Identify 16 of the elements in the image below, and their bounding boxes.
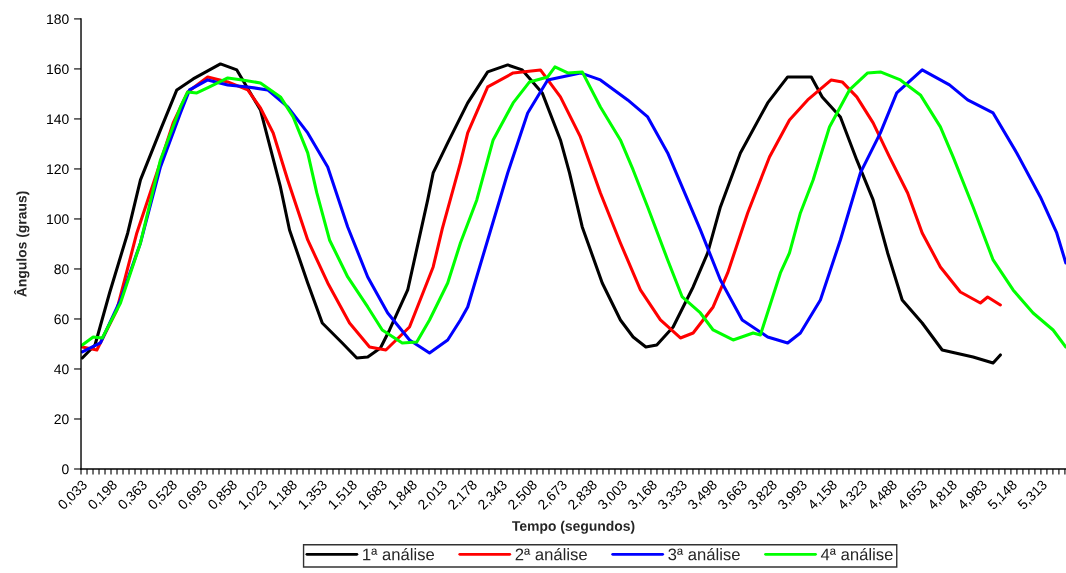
y-tick-label: 80 bbox=[54, 264, 69, 275]
y-tick-label: 160 bbox=[47, 64, 69, 75]
legend-label: 3ª análise bbox=[668, 547, 740, 561]
y-tick-label: 0 bbox=[62, 464, 69, 475]
legend-label: 4ª análise bbox=[820, 547, 893, 561]
y-tick-label: 40 bbox=[54, 364, 69, 375]
x-axis-title: Tempo (segundos) bbox=[512, 520, 635, 534]
legend-label: 1ª análise bbox=[363, 547, 435, 561]
y-tick-label: 140 bbox=[47, 114, 69, 125]
y-axis-title: Ângulos (graus) bbox=[13, 191, 30, 297]
y-tick-label: 60 bbox=[54, 314, 69, 325]
y-tick-label: 120 bbox=[47, 164, 69, 175]
y-tick-label: 20 bbox=[54, 414, 69, 425]
y-tick-label: 180 bbox=[47, 14, 69, 25]
legend-label: 2ª análise bbox=[515, 547, 587, 561]
y-tick-label: 100 bbox=[47, 214, 69, 225]
